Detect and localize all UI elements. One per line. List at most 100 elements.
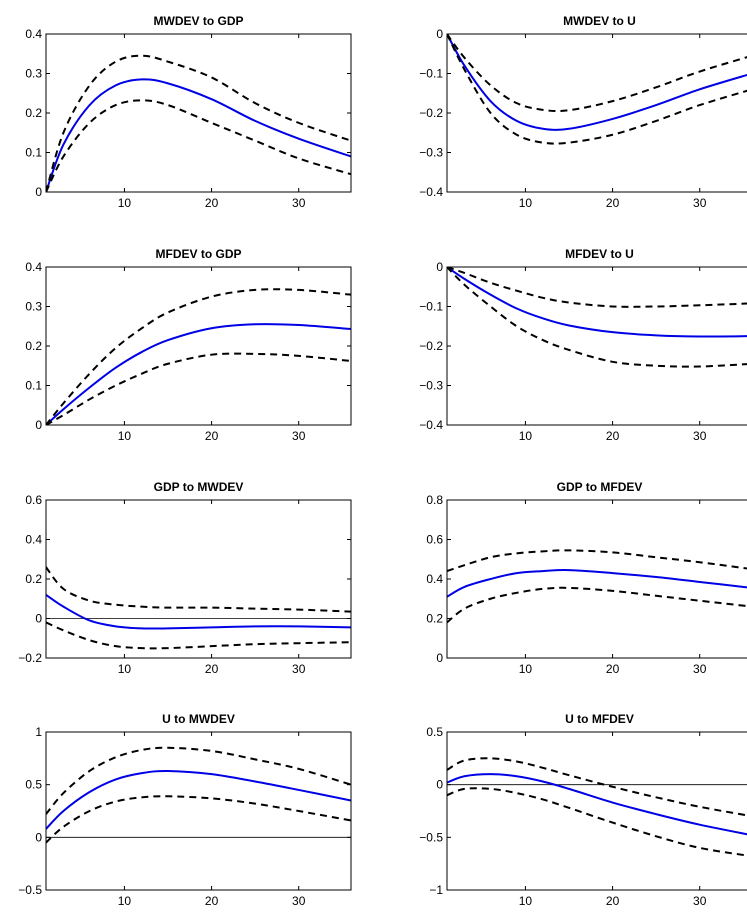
curves: [46, 288, 351, 425]
x-tick-label: 30: [292, 196, 306, 210]
x-tick-label: 20: [205, 196, 219, 210]
y-tick-label: 0: [436, 260, 443, 274]
axes-box: [45, 266, 352, 426]
confidence-band-line: [447, 757, 747, 817]
y-tick-label: −0.3: [419, 379, 443, 393]
confidence-band-line: [447, 549, 747, 573]
panel-title: U to MFDEV: [565, 712, 634, 726]
y-tick-label: 0.6: [426, 533, 443, 547]
y-tick-label: −1: [429, 883, 443, 897]
confidence-band-line: [447, 267, 747, 368]
panel-8: U to MFDEV 10 20 30 −1 −0.5 0 0.5: [419, 712, 747, 908]
x-tick-label: 20: [205, 894, 219, 908]
confidence-band-line: [447, 586, 747, 624]
x-tick-label: 20: [606, 196, 620, 210]
x-tick-label: 20: [606, 894, 620, 908]
x-tick-label: 10: [519, 894, 533, 908]
y-tick-label: 0.4: [426, 572, 443, 586]
y-tick-label: 0.8: [426, 493, 443, 507]
x-tick-label: 10: [118, 894, 132, 908]
confidence-band-line: [46, 99, 351, 192]
y-tick-label: −0.5: [18, 883, 42, 897]
axes-box: [45, 499, 352, 659]
panel-title: MWDEV to U: [563, 14, 636, 28]
median-response-line: [447, 569, 747, 598]
curves: [447, 549, 747, 624]
y-tick-label: 0.4: [25, 260, 42, 274]
y-tick-label: 0.5: [25, 778, 42, 792]
confidence-band-line: [447, 787, 747, 857]
confidence-band-line: [46, 795, 351, 844]
x-tick-label: 10: [519, 429, 533, 443]
axes-box: [45, 33, 352, 193]
confidence-band-line: [46, 566, 351, 613]
x-tick-label: 10: [118, 662, 132, 676]
y-tick-label: 0: [35, 612, 42, 626]
x-tick-label: 20: [606, 429, 620, 443]
y-tick-label: 0.2: [25, 106, 42, 120]
curves: [447, 267, 747, 368]
panel-1: MWDEV to GDP 10 20 30 0 0.1 0.2 0.3 0.4: [25, 14, 352, 210]
y-tick-label: 0.4: [25, 27, 42, 41]
axes-box: [446, 33, 747, 193]
y-tick-label: 0.2: [25, 339, 42, 353]
curves: [46, 54, 351, 192]
y-tick-label: 0: [436, 27, 443, 41]
x-tick-label: 10: [118, 196, 132, 210]
x-tick-label: 10: [519, 196, 533, 210]
y-tick-label: 1: [35, 725, 42, 739]
y-tick-label: −0.5: [419, 830, 443, 844]
x-tick-label: 30: [292, 662, 306, 676]
panel-2: MWDEV to U 10 20 30 −0.4 −0.3 −0.2 −0.1 0: [419, 14, 747, 210]
y-tick-label: 0.3: [25, 67, 42, 81]
median-response-line: [447, 34, 747, 131]
x-tick-label: 30: [693, 894, 707, 908]
x-tick-label: 10: [118, 429, 132, 443]
median-response-line: [46, 593, 351, 630]
median-response-line: [447, 773, 747, 836]
curves: [447, 34, 747, 145]
panel-title: MFDEV to U: [565, 247, 634, 261]
y-tick-label: −0.1: [419, 300, 443, 314]
confidence-band-line: [46, 746, 351, 815]
y-tick-label: 0.3: [25, 300, 42, 314]
median-response-line: [46, 769, 351, 830]
y-tick-label: 0.1: [25, 379, 42, 393]
confidence-band-line: [447, 267, 747, 308]
x-tick-label: 30: [292, 429, 306, 443]
x-tick-label: 30: [693, 196, 707, 210]
confidence-band-line: [447, 34, 747, 145]
median-response-line: [447, 267, 747, 338]
median-response-line: [46, 323, 351, 425]
curves: [447, 757, 747, 857]
panel-5: GDP to MWDEV 10 20 30 −0.2 0 0.2 0.4 0.6: [18, 480, 352, 676]
panel-title: MWDEV to GDP: [154, 14, 244, 28]
y-tick-label: −0.3: [419, 146, 443, 160]
y-tick-label: 0: [35, 185, 42, 199]
panel-title: U to MWDEV: [162, 712, 235, 726]
y-tick-label: 0.2: [426, 612, 443, 626]
confidence-band-line: [46, 288, 351, 425]
panel-title: GDP to MFDEV: [557, 480, 643, 494]
y-tick-label: 0: [436, 778, 443, 792]
y-tick-label: −0.2: [419, 339, 443, 353]
y-tick-label: 0: [35, 418, 42, 432]
x-tick-label: 30: [693, 429, 707, 443]
panel-title: GDP to MWDEV: [154, 480, 244, 494]
y-tick-label: −0.4: [419, 418, 443, 432]
x-tick-label: 20: [606, 662, 620, 676]
axes-box: [45, 731, 352, 891]
x-tick-label: 30: [292, 894, 306, 908]
axes-box: [446, 266, 747, 426]
x-tick-label: 30: [693, 662, 707, 676]
y-tick-label: −0.4: [419, 185, 443, 199]
axes-box: [446, 731, 747, 891]
y-tick-label: 0.6: [25, 493, 42, 507]
curves: [46, 566, 351, 650]
y-tick-label: −0.1: [419, 67, 443, 81]
y-tick-label: −0.2: [18, 651, 42, 665]
y-tick-label: 0.4: [25, 533, 42, 547]
x-tick-label: 20: [205, 429, 219, 443]
panel-7: U to MWDEV 10 20 30 −0.5 0 0.5 1: [18, 712, 352, 908]
